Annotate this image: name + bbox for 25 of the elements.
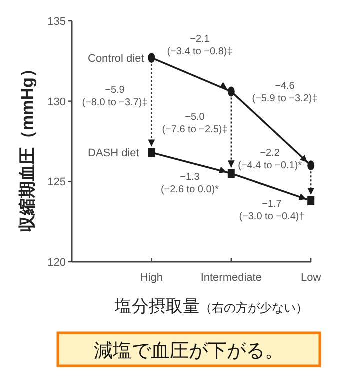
y-tick-label: 120	[48, 257, 66, 269]
annotation: −1.7 (−3.0 to −0.4)†	[239, 199, 305, 222]
annotation: −1.3 (−2.6 to 0.0)*	[160, 172, 220, 196]
annotation: −4.6 (−5.9 to −3.2)‡	[252, 81, 318, 104]
point	[148, 52, 156, 63]
annotation: −5.0 (−7.6 to −2.5)‡	[162, 112, 228, 136]
series-label: Control diet	[88, 52, 144, 65]
series-label: DASH diet	[88, 148, 140, 160]
x-tick-label: Low	[301, 272, 322, 284]
annotation: −2.2 (−4.4 to −0.1)*	[238, 148, 302, 172]
point	[308, 160, 315, 171]
x-tick-label: High	[140, 272, 164, 284]
y-tick-label: 135	[48, 16, 66, 28]
y-axis-title: 収縮期血圧（mmHg）	[18, 60, 37, 232]
point	[228, 86, 235, 97]
point	[148, 148, 156, 158]
y-tick-label: 125	[48, 176, 66, 189]
x-axis-title: 塩分摂取量（右の方が少ない）	[114, 297, 308, 316]
point	[228, 169, 235, 178]
y-tick-label: 130	[48, 96, 66, 108]
point	[308, 196, 315, 206]
annotation: −5.9 (−8.0 to −3.7)‡	[82, 85, 148, 108]
annotation: −2.1 (−3.4 to −0.8)‡	[167, 34, 233, 58]
note-box: 減塩で血圧が下がる。	[56, 332, 322, 368]
x-tick-label: Intermediate	[200, 272, 262, 284]
